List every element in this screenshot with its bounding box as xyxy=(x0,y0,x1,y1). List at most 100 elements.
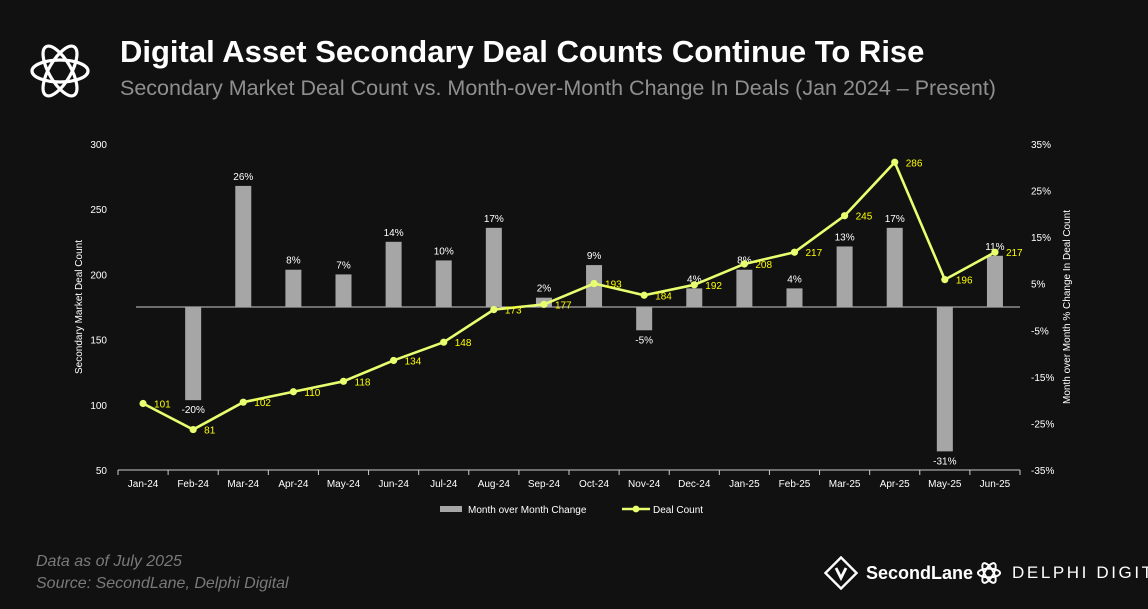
bar-mom-change xyxy=(886,227,903,307)
x-tick-label: Jun-25 xyxy=(980,479,1011,490)
line-data-label: 196 xyxy=(956,276,973,287)
x-tick-label: Apr-24 xyxy=(278,479,308,490)
line-data-label: 148 xyxy=(455,338,472,349)
secondlane-brand: SecondLane xyxy=(824,556,973,590)
delphi-logo-icon xyxy=(30,44,90,98)
y-right-tick-label: -35% xyxy=(1031,466,1054,477)
y-right-axis-title: Month over Month % Change In Deal Count xyxy=(1062,210,1073,404)
deal-count-point xyxy=(790,248,799,256)
line-data-label: 193 xyxy=(605,280,622,291)
delphi-brand-label: DELPHI DIGITAL xyxy=(1012,563,1148,582)
y-left-tick-label: 250 xyxy=(90,205,107,216)
deal-count-point xyxy=(941,276,949,284)
y-right-tick-label: -25% xyxy=(1031,419,1054,430)
x-tick-label: Aug-24 xyxy=(478,479,511,490)
legend-line-marker xyxy=(632,505,640,513)
deal-count-point xyxy=(841,212,849,220)
deal-count-point xyxy=(640,291,648,299)
deal-count-point xyxy=(440,338,448,346)
x-tick-label: Mar-24 xyxy=(227,479,259,490)
bar-mom-change xyxy=(836,246,853,307)
y-left-tick-label: 150 xyxy=(90,336,107,347)
secondlane-logo-icon xyxy=(824,556,858,590)
deal-count-point xyxy=(540,300,548,308)
deal-count-line xyxy=(142,160,996,431)
line-data-label: 192 xyxy=(705,281,722,292)
legend-line-label: Deal Count xyxy=(653,505,703,516)
bar-data-label: 4% xyxy=(787,274,802,285)
deal-count-point xyxy=(390,356,398,365)
deal-count-point xyxy=(590,279,598,288)
bar-data-label: 10% xyxy=(434,246,454,257)
y-left-tick-label: 300 xyxy=(90,140,107,151)
source-note: Source: SecondLane, Delphi Digital xyxy=(36,575,289,592)
bar-data-label: 7% xyxy=(336,260,351,271)
bar-data-label: 14% xyxy=(384,228,404,239)
delphi-brand: DELPHI DIGITAL xyxy=(974,556,1148,590)
line-data-label: 173 xyxy=(505,306,522,317)
bar-mom-change xyxy=(285,269,302,307)
bar-mom-change xyxy=(435,260,452,307)
bar-mom-change xyxy=(335,274,352,307)
deal-count-point xyxy=(189,425,197,434)
bar-data-label: -5% xyxy=(635,335,653,346)
bar-data-label: 11% xyxy=(985,242,1004,253)
secondlane-brand-label: SecondLane xyxy=(866,562,974,583)
bar-data-label: -31% xyxy=(933,456,956,467)
x-tick-label: Oct-24 xyxy=(579,479,609,490)
x-tick-label: May-25 xyxy=(928,479,962,490)
line-data-label: 245 xyxy=(856,212,873,223)
x-tick-label: Jun-24 xyxy=(378,479,409,490)
bar-mom-change xyxy=(686,288,703,307)
bar-mom-change xyxy=(936,307,953,452)
bar-data-label: -20% xyxy=(181,405,204,416)
y-left-tick-label: 200 xyxy=(90,270,107,281)
bar-data-label: 26% xyxy=(233,172,253,183)
x-tick-label: Jan-25 xyxy=(729,479,760,490)
chart-title: Digital Asset Secondary Deal Counts Cont… xyxy=(120,34,925,69)
deal-count-point xyxy=(139,399,147,408)
y-right-tick-label: 5% xyxy=(1031,280,1046,291)
bar-mom-change xyxy=(235,185,252,307)
line-data-label: 208 xyxy=(755,260,772,271)
line-data-label: 134 xyxy=(405,356,422,367)
x-tick-label: Apr-25 xyxy=(880,479,910,490)
x-tick-label: Sep-24 xyxy=(528,479,561,490)
bar-data-label: 4% xyxy=(687,274,702,285)
legend-bar-swatch xyxy=(440,506,462,512)
line-data-label: 110 xyxy=(304,388,320,399)
y-right-tick-label: 25% xyxy=(1031,187,1051,198)
deal-count-point xyxy=(740,260,748,268)
bar-data-label: 9% xyxy=(587,251,602,262)
line-data-label: 118 xyxy=(355,377,371,388)
line-data-label: 184 xyxy=(655,291,672,302)
legend-bar-label: Month over Month Change xyxy=(468,505,587,516)
deal-count-point xyxy=(690,281,698,289)
bar-mom-change xyxy=(636,307,653,331)
x-tick-label: Nov-24 xyxy=(628,479,661,490)
y-left-tick-label: 50 xyxy=(96,466,108,477)
x-tick-label: May-24 xyxy=(327,479,361,490)
bar-data-label: 13% xyxy=(835,232,855,243)
x-tick-label: Feb-24 xyxy=(177,479,209,490)
bar-mom-change xyxy=(485,227,502,307)
y-right-tick-label: -15% xyxy=(1031,373,1054,384)
bar-mom-change xyxy=(736,269,753,307)
x-tick-label: Feb-25 xyxy=(779,479,811,490)
y-right-tick-label: -5% xyxy=(1031,326,1049,337)
bar-mom-change xyxy=(986,255,1003,307)
y-left-axis-title: Secondary Market Deal Count xyxy=(74,240,85,374)
delphi-small-logo-icon xyxy=(976,562,1002,584)
deal-count-point xyxy=(991,248,999,256)
x-tick-label: Mar-25 xyxy=(829,479,861,490)
chart-subtitle: Secondary Market Deal Count vs. Month-ov… xyxy=(120,76,996,100)
deal-count-point xyxy=(289,388,297,396)
line-data-label: 217 xyxy=(806,248,823,259)
bar-data-label: 17% xyxy=(885,214,905,225)
line-data-label: 102 xyxy=(254,398,271,409)
line-data-label: 217 xyxy=(1006,248,1023,259)
deal-count-point xyxy=(239,398,247,406)
line-data-label: 177 xyxy=(555,300,572,311)
bar-mom-change xyxy=(786,288,803,307)
